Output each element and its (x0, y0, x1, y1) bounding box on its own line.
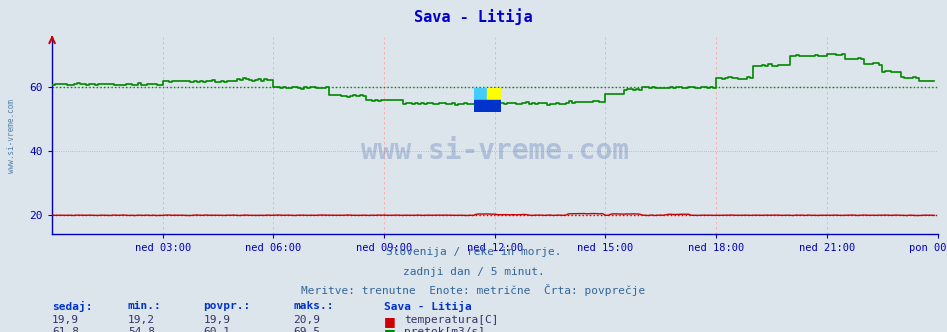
Text: 19,9: 19,9 (52, 315, 80, 325)
Text: 60,1: 60,1 (204, 327, 231, 332)
Bar (487, 88, 501, 100)
Bar (487, 100, 501, 112)
Text: Slovenija / reke in morje.: Slovenija / reke in morje. (385, 247, 562, 257)
Text: www.si-vreme.com: www.si-vreme.com (361, 137, 629, 165)
Text: 19,2: 19,2 (128, 315, 155, 325)
Text: povpr.:: povpr.: (204, 301, 251, 311)
Text: temperatura[C]: temperatura[C] (404, 315, 499, 325)
Text: ■: ■ (384, 327, 395, 332)
Bar (474, 100, 487, 112)
Text: 20,9: 20,9 (294, 315, 321, 325)
Text: Sava - Litija: Sava - Litija (384, 301, 472, 312)
Text: min.:: min.: (128, 301, 162, 311)
Text: pretok[m3/s]: pretok[m3/s] (404, 327, 486, 332)
Text: Meritve: trenutne  Enote: metrične  Črta: povprečje: Meritve: trenutne Enote: metrične Črta: … (301, 284, 646, 296)
Text: 61,8: 61,8 (52, 327, 80, 332)
Text: maks.:: maks.: (294, 301, 334, 311)
Text: Sava - Litija: Sava - Litija (414, 8, 533, 25)
Text: 69,5: 69,5 (294, 327, 321, 332)
Text: www.si-vreme.com: www.si-vreme.com (7, 99, 16, 173)
Text: ■: ■ (384, 315, 395, 328)
Text: sedaj:: sedaj: (52, 301, 93, 312)
Text: 19,9: 19,9 (204, 315, 231, 325)
Bar (474, 88, 487, 100)
Text: zadnji dan / 5 minut.: zadnji dan / 5 minut. (402, 267, 545, 277)
Text: 54,8: 54,8 (128, 327, 155, 332)
